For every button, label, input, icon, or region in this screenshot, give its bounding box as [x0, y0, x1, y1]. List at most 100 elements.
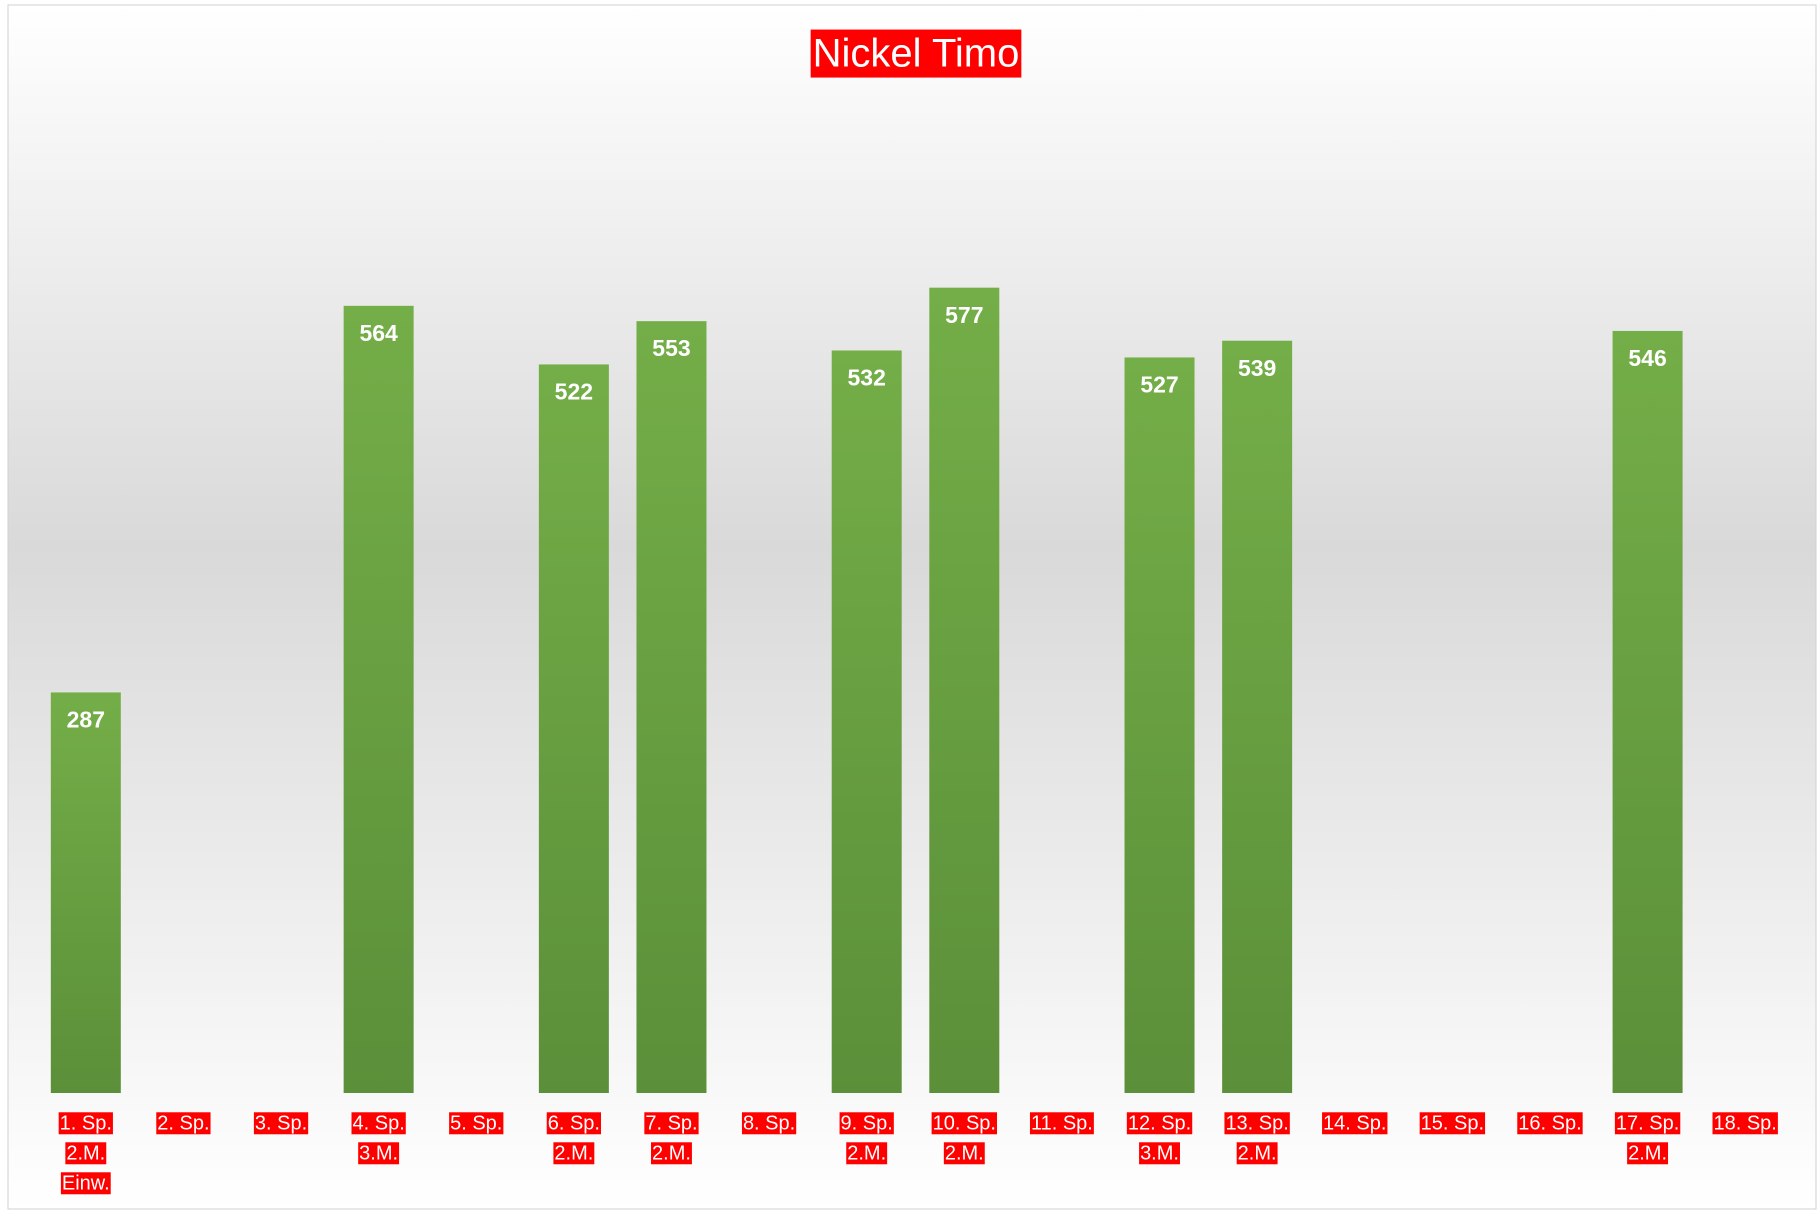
- x-tick-label-group: 8. Sp.: [741, 1112, 797, 1135]
- x-tick-label-background: [60, 1172, 111, 1195]
- x-tick-label-group: 5. Sp.: [449, 1112, 504, 1135]
- x-tick-label-background: [351, 1112, 406, 1135]
- x-tick-label: 9. Sp.: [841, 1112, 893, 1134]
- x-tick-label-background: [846, 1142, 888, 1165]
- x-tick-label-background: [931, 1112, 998, 1135]
- x-tick-label-background: [839, 1112, 894, 1135]
- x-tick-label-group: 3.M.: [1139, 1142, 1180, 1165]
- data-label: 527: [1140, 372, 1178, 398]
- data-label: 577: [945, 302, 983, 328]
- x-tick-label: 16. Sp.: [1518, 1112, 1581, 1134]
- x-tick-label-background: [1139, 1142, 1180, 1165]
- x-tick-label: 2.M.: [652, 1142, 691, 1164]
- x-tick-label-group: 14. Sp.: [1322, 1112, 1388, 1135]
- data-label: 546: [1628, 345, 1666, 371]
- x-tick-label: 6. Sp.: [548, 1112, 600, 1134]
- bar: [1124, 357, 1195, 1093]
- x-tick-label-group: Einw.: [60, 1172, 111, 1195]
- data-label: 522: [555, 379, 593, 405]
- data-label: 287: [67, 707, 105, 733]
- x-tick-label: 12. Sp.: [1128, 1112, 1191, 1134]
- data-label: 564: [359, 320, 398, 346]
- x-tick-label: 7. Sp.: [645, 1112, 697, 1134]
- x-tick-label-background: [1322, 1112, 1388, 1135]
- x-tick-label-group: 11. Sp.: [1029, 1112, 1094, 1135]
- x-tick-label: 13. Sp.: [1225, 1112, 1288, 1134]
- chart-background: [7, 4, 1817, 1210]
- bar: [636, 321, 707, 1093]
- x-tick-label-background: [1236, 1142, 1278, 1165]
- x-tick-label-group: 18. Sp.: [1712, 1112, 1778, 1135]
- x-tick-label-background: [1627, 1142, 1669, 1165]
- bar: [538, 364, 609, 1093]
- x-tick-label: 3.M.: [359, 1142, 398, 1164]
- x-tick-label-background: [358, 1142, 400, 1165]
- x-tick-label-group: 16. Sp.: [1517, 1112, 1583, 1135]
- title-background: [810, 29, 1022, 78]
- x-tick-label-group: 13. Sp.: [1224, 1112, 1290, 1135]
- x-tick-label-background: [651, 1142, 692, 1165]
- x-tick-label: 5. Sp.: [450, 1112, 502, 1134]
- x-tick-label: 10. Sp.: [933, 1112, 996, 1134]
- bar: [1612, 330, 1683, 1093]
- x-tick-label-group: 12. Sp.: [1126, 1112, 1193, 1135]
- x-tick-label-group: 2.M.: [553, 1142, 595, 1165]
- chart-title: Nickel Timo: [813, 32, 1020, 76]
- x-tick-label: 3. Sp.: [255, 1112, 307, 1134]
- x-tick-label-background: [1614, 1112, 1681, 1135]
- data-label: 553: [652, 335, 690, 361]
- bar: [929, 287, 1000, 1093]
- x-tick-label-group: 2.M.: [846, 1142, 888, 1165]
- bar: [831, 350, 902, 1094]
- x-tick-label: 2.M.: [66, 1142, 105, 1164]
- x-tick-label: 2.M.: [1628, 1142, 1667, 1164]
- x-tick-label-background: [156, 1112, 211, 1135]
- x-tick-label-group: 2.M.: [943, 1142, 985, 1165]
- x-tick-label-group: 17. Sp.: [1614, 1112, 1681, 1135]
- x-tick-label-group: 4. Sp.: [351, 1112, 406, 1135]
- x-tick-label: 17. Sp.: [1616, 1112, 1679, 1134]
- x-tick-label-background: [546, 1112, 601, 1135]
- x-tick-label: 14. Sp.: [1323, 1112, 1386, 1134]
- x-tick-label: 2.M.: [554, 1142, 593, 1164]
- bar: [50, 692, 121, 1093]
- x-tick-label-group: 3. Sp.: [253, 1112, 309, 1135]
- x-tick-label: Einw.: [62, 1172, 110, 1194]
- x-tick-label-group: 10. Sp.: [931, 1112, 998, 1135]
- x-tick-label: 8. Sp.: [743, 1112, 795, 1134]
- x-tick-label: 4. Sp.: [353, 1112, 405, 1134]
- x-tick-label: 2. Sp.: [157, 1112, 209, 1134]
- x-tick-label-group: 3.M.: [358, 1142, 400, 1165]
- x-tick-label-group: 2.M.: [651, 1142, 692, 1165]
- x-tick-label-background: [1126, 1112, 1193, 1135]
- x-tick-label-group: 7. Sp.: [644, 1112, 699, 1135]
- x-tick-label: 2.M.: [945, 1142, 984, 1164]
- x-tick-label-background: [253, 1112, 309, 1135]
- x-tick-label: 18. Sp.: [1713, 1112, 1776, 1134]
- x-tick-label-group: 2. Sp.: [156, 1112, 211, 1135]
- x-tick-label-group: 1. Sp.: [58, 1112, 113, 1135]
- x-tick-label-background: [1517, 1112, 1583, 1135]
- x-tick-label: 2.M.: [847, 1142, 886, 1164]
- x-tick-label-background: [1419, 1112, 1486, 1135]
- x-tick-label-group: 9. Sp.: [839, 1112, 894, 1135]
- x-tick-label: 3.M.: [1140, 1142, 1179, 1164]
- x-tick-label-background: [58, 1112, 113, 1135]
- x-tick-label-group: 2.M.: [65, 1142, 107, 1165]
- x-tick-label: 11. Sp.: [1031, 1112, 1093, 1134]
- x-tick-label-background: [1224, 1112, 1290, 1135]
- bar: [1222, 340, 1293, 1094]
- x-tick-label-background: [449, 1112, 504, 1135]
- x-tick-label: 15. Sp.: [1421, 1112, 1484, 1134]
- x-tick-label: 1. Sp.: [60, 1112, 112, 1134]
- x-tick-label-group: 15. Sp.: [1419, 1112, 1486, 1135]
- x-tick-label-group: 2.M.: [1627, 1142, 1669, 1165]
- x-tick-label-background: [553, 1142, 595, 1165]
- x-tick-label-background: [1712, 1112, 1778, 1135]
- x-tick-label-background: [1029, 1112, 1094, 1135]
- x-tick-label-background: [644, 1112, 699, 1135]
- x-tick-label-background: [741, 1112, 797, 1135]
- bar: [343, 305, 414, 1093]
- x-tick-label: 2.M.: [1238, 1142, 1277, 1164]
